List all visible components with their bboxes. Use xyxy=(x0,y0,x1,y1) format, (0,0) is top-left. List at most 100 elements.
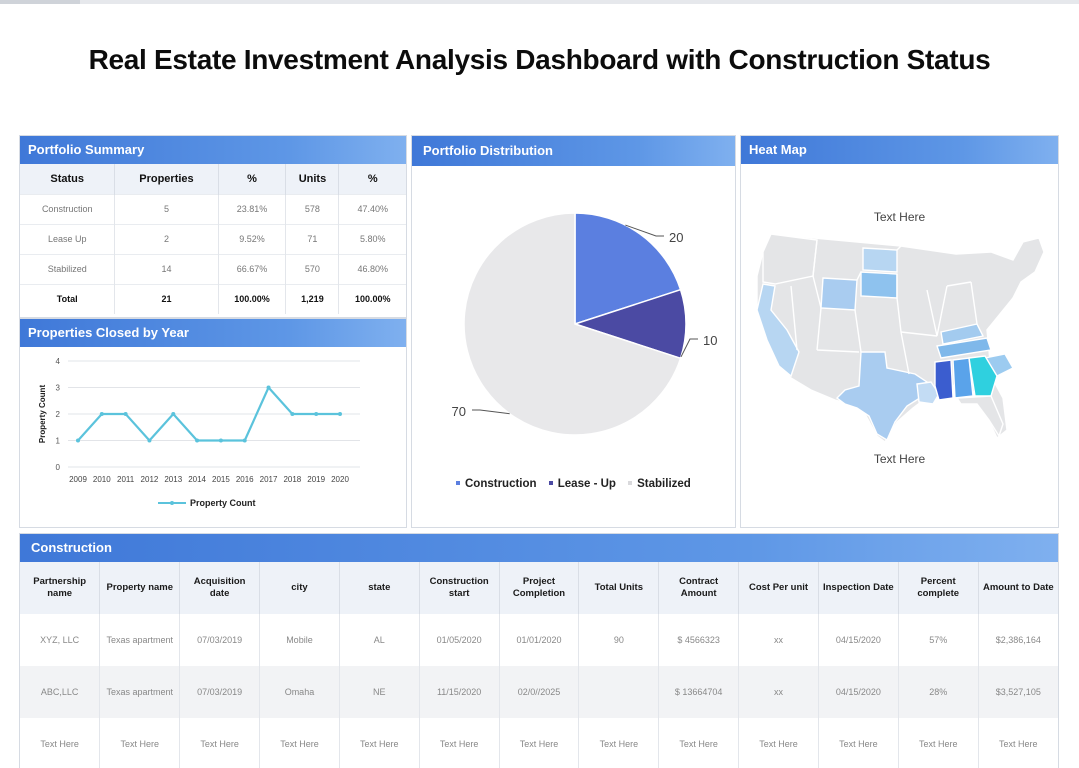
heat-map-panel: Heat Map Text Here xyxy=(740,135,1059,528)
portfolio-distribution-panel: Portfolio Distribution 20 10 70 Constructi… xyxy=(411,135,736,528)
x-tick-label: 2010 xyxy=(93,475,111,484)
ct-cell-amount-to-date: Text Here xyxy=(999,739,1038,749)
pie-leader-line xyxy=(680,338,698,358)
ps-total-row: Total 21 100.00% 1,219 100.00% xyxy=(20,283,406,314)
ps-cell: Construction xyxy=(20,193,116,224)
map-georgia xyxy=(968,355,998,397)
data-point xyxy=(76,438,80,443)
portfolio-distribution-header: Portfolio Distribution xyxy=(412,136,735,166)
ct-cell-city: Text Here xyxy=(259,718,340,768)
map-state-lines xyxy=(790,239,1014,375)
ct-col-amount-to-date: Amount to Date xyxy=(978,562,1058,614)
ct-cell-amount-to-date: $3,527,105 xyxy=(978,666,1058,718)
ct-cell-city: Mobile xyxy=(259,614,340,666)
legend-construction: Construction xyxy=(456,478,537,490)
ct-cell-property-name: Text Here xyxy=(99,718,181,768)
ct-cell-property-name: Texas apartment xyxy=(99,614,181,666)
pie-leader-line xyxy=(472,409,510,415)
ct-col-project-completion: Project Completion xyxy=(499,562,580,614)
table-row: Text Here Text Here Text Here Text Here Text… xyxy=(20,718,1058,768)
y-tick-label: 0 xyxy=(56,463,61,472)
portfolio-summary-table: Status Properties% Units% Construction 5 23.… xyxy=(20,164,406,314)
legend-stabilized: Stabilized xyxy=(628,478,691,490)
ct-col-contract-amount: Contract Amount xyxy=(658,562,740,614)
data-point xyxy=(123,412,128,416)
ct-col-inspection-date: Inspection Date xyxy=(818,562,899,614)
ct-col-total-units: Total Units xyxy=(578,562,660,614)
ps-col-header: % xyxy=(218,164,287,194)
data-point xyxy=(290,412,295,416)
heat-map-header: Heat Map xyxy=(741,136,1058,164)
construction-panel: Construction Partnership name Property na… xyxy=(19,533,1059,768)
top-strip-notch xyxy=(0,0,80,4)
ps-cell: Lease Up xyxy=(20,223,116,254)
y-tick-label: 1 xyxy=(56,437,61,446)
pie-leader-line xyxy=(625,224,664,237)
x-tick-label: 2015 xyxy=(212,475,230,484)
x-tick-label: 2014 xyxy=(188,475,206,484)
ct-col-construction-start: Construction start xyxy=(419,562,500,614)
ct-cell-construction-start: 11/15/2020 xyxy=(419,666,500,718)
us-heat-map xyxy=(756,233,1045,444)
properties-closed-line-chart: 0 1 2 3 4 2009 2010 2011 2012 2013 2014 2015 2016 201… xyxy=(38,357,360,508)
ps-cell: 66.67% xyxy=(218,253,287,284)
series-line xyxy=(77,386,340,442)
pie-data-label: 10 xyxy=(703,333,717,348)
pie-data-label: 70 xyxy=(452,404,466,419)
ct-cell-partnership-name: ABC,LLC xyxy=(20,666,101,718)
ct-cell-cost-per-unit: xx xyxy=(738,666,819,718)
map-south-dakota xyxy=(860,271,898,299)
construction-table: Partnership name Property name Acquisition… xyxy=(20,562,1058,768)
map-northwest xyxy=(762,233,818,285)
y-tick-label: 2 xyxy=(56,410,61,419)
map-alabama xyxy=(952,357,974,399)
portfolio-summary-panel: Portfolio Summary Status Properties% Units… xyxy=(19,135,407,318)
ps-cell: 570 xyxy=(285,253,340,284)
ct-cell-partnership-name: Text Here xyxy=(20,718,101,768)
map-tennessee xyxy=(936,337,992,359)
data-point xyxy=(266,385,271,390)
ct-col-property-name: Property name xyxy=(99,562,181,614)
legend-line-marker xyxy=(170,501,174,505)
x-tick-label: 2013 xyxy=(164,475,182,484)
table-row: ABC,LLC Texas apartment 07/03/2019 Omaha NE 1… xyxy=(20,666,1058,718)
ps-col-header: Properties xyxy=(114,164,219,194)
pie-slice-construction xyxy=(574,212,682,326)
ct-col-percent-complete: Percent complete xyxy=(898,562,979,614)
portfolio-distribution-pie-chart: 20 10 70 xyxy=(452,212,717,436)
ct-cell-construction-start: 01/05/2020 xyxy=(419,614,500,666)
map-texas xyxy=(835,351,928,442)
construction-header: Construction xyxy=(20,534,1058,562)
ct-cell-acquisition-date: 07/03/2019 xyxy=(179,614,261,666)
ps-row: Construction 5 23.81% 578 47.40% xyxy=(20,193,406,224)
map-mississippi xyxy=(934,359,954,401)
properties-closed-header: Properties Closed by Year xyxy=(20,319,406,347)
ps-cell: Stabilized xyxy=(20,253,116,284)
ct-cell-percent-complete: Text Here xyxy=(898,718,979,768)
ps-cell: 46.80% xyxy=(338,253,406,284)
ct-cell-project-completion: Text Here xyxy=(499,718,580,768)
pie-legend: Construction Lease - Up Stabilized xyxy=(456,478,691,490)
ct-cell-contract-amount: $ 4566323 xyxy=(658,614,740,666)
ct-cell-property-name: Texas apartment xyxy=(99,666,181,718)
data-point xyxy=(147,438,152,443)
ct-cell-cost-per-unit: xx xyxy=(738,614,819,666)
ps-col-header: Units xyxy=(285,164,340,194)
map-kentucky xyxy=(940,323,985,345)
heat-map-text-top: Text Here xyxy=(873,210,926,224)
ct-col-acquisition-date: Acquisition date xyxy=(179,562,261,614)
x-tick-label: 2017 xyxy=(260,475,278,484)
ct-cell-total-units: Text Here xyxy=(578,718,660,768)
table-row: XYZ, LLC Texas apartment 07/03/2019 Mobile A… xyxy=(20,614,1058,666)
map-north-dakota xyxy=(862,247,898,273)
ct-cell-inspection-date: 04/15/2020 xyxy=(818,666,899,718)
ps-cell: 5 xyxy=(114,193,219,224)
heat-map-text-bottom: Text Here xyxy=(873,452,926,466)
ct-cell-state: Text Here xyxy=(339,718,420,768)
portfolio-summary-header: Portfolio Summary xyxy=(20,136,406,164)
x-tick-label: 2020 xyxy=(331,475,349,484)
ps-cell: 578 xyxy=(285,193,340,224)
x-tick-label: 2018 xyxy=(283,475,301,484)
ct-cell-contract-amount: $ 13664704 xyxy=(658,666,740,718)
legend-series-label: Property Count xyxy=(190,498,256,508)
